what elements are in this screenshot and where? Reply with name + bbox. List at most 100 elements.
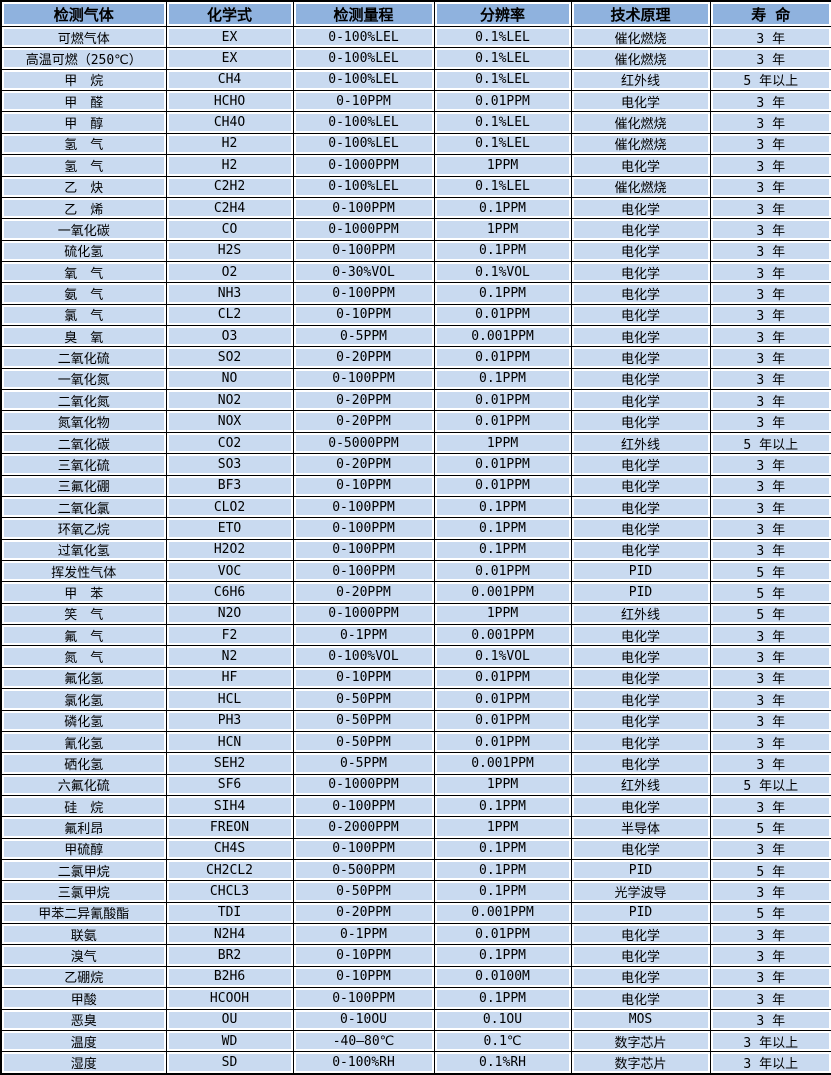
cell-formula: CO	[165, 218, 294, 241]
cell-principle: 数字芯片	[570, 1051, 711, 1075]
cell-principle: 电化学	[570, 495, 711, 519]
cell-range: 0-10PPM	[292, 944, 435, 967]
cell-gas: 磷化氢	[0, 709, 167, 732]
column-header-lifespan: 寿 命	[709, 0, 831, 27]
cell-gas: 二氧化氯	[0, 495, 167, 519]
cell-gas: 氮 气	[0, 645, 167, 668]
cell-principle: 电化学	[570, 239, 711, 262]
cell-principle: 电化学	[570, 90, 711, 113]
cell-lifespan: 3 年	[709, 517, 831, 540]
cell-principle: 电化学	[570, 624, 711, 647]
cell-principle: 电化学	[570, 367, 711, 391]
cell-range: 0-100%LEL	[292, 47, 435, 70]
cell-lifespan: 3 年	[709, 965, 831, 989]
cell-gas: 硫化氢	[0, 239, 167, 262]
column-header-formula: 化学式	[165, 0, 294, 27]
cell-principle: 电化学	[570, 260, 711, 284]
cell-lifespan: 3 年	[709, 666, 831, 690]
header-row: 检测气体 化学式 检测量程 分辨率 技术原理 寿 命	[0, 0, 831, 27]
table-row: 乙 烯 C2H4 0-100PPM 0.1PPM 电化学 3 年	[0, 196, 831, 220]
cell-lifespan: 3 年	[709, 154, 831, 177]
table-row: 湿度 SD 0-100%RH 0.1%RH 数字芯片 3 年以上	[0, 1051, 831, 1075]
cell-resolution: 0.1PPM	[433, 196, 572, 220]
table-row: 三氯甲烷 CHCL3 0-50PPM 0.1PPM 光学波导 3 年	[0, 880, 831, 903]
cell-principle: 电化学	[570, 389, 711, 412]
cell-lifespan: 5 年以上	[709, 68, 831, 92]
cell-principle: PID	[570, 581, 711, 604]
cell-lifespan: 3 年	[709, 1008, 831, 1031]
cell-formula: SF6	[165, 773, 294, 796]
cell-principle: 电化学	[570, 346, 711, 369]
table-row: 氟化氢 HF 0-10PPM 0.01PPM 电化学 3 年	[0, 666, 831, 690]
cell-formula: N2O	[165, 602, 294, 626]
cell-principle: 电化学	[570, 154, 711, 177]
cell-gas: 二氧化氮	[0, 389, 167, 412]
cell-formula: HCOOH	[165, 987, 294, 1010]
cell-formula: CHCL3	[165, 880, 294, 903]
cell-gas: 联氨	[0, 923, 167, 946]
cell-formula: VOC	[165, 559, 294, 583]
cell-lifespan: 5 年	[709, 559, 831, 583]
cell-range: 0-100PPM	[292, 538, 435, 561]
cell-formula: H2	[165, 132, 294, 156]
cell-principle: 半导体	[570, 816, 711, 839]
cell-formula: F2	[165, 624, 294, 647]
cell-range: 0-100PPM	[292, 794, 435, 818]
cell-formula: CLO2	[165, 495, 294, 519]
cell-resolution: 0.001PPM	[433, 624, 572, 647]
cell-principle: PID	[570, 901, 711, 925]
cell-range: 0-100PPM	[292, 239, 435, 262]
cell-resolution: 0.1PPM	[433, 837, 572, 861]
cell-resolution: 0.1PPM	[433, 517, 572, 540]
cell-formula: CL2	[165, 303, 294, 327]
cell-gas: 三氯甲烷	[0, 880, 167, 903]
cell-formula: O3	[165, 325, 294, 348]
table-row: 氮氧化物 NOX 0-20PPM 0.01PPM 电化学 3 年	[0, 410, 831, 433]
cell-range: 0-500PPM	[292, 859, 435, 882]
cell-formula: NH3	[165, 282, 294, 305]
cell-lifespan: 3 年	[709, 923, 831, 946]
cell-gas: 氟 气	[0, 624, 167, 647]
cell-principle: 电化学	[570, 987, 711, 1010]
table-row: 硫化氢 H2S 0-100PPM 0.1PPM 电化学 3 年	[0, 239, 831, 262]
cell-range: 0-10OU	[292, 1008, 435, 1031]
cell-principle: 电化学	[570, 517, 711, 540]
cell-gas: 氰化氢	[0, 730, 167, 754]
cell-range: 0-5PPM	[292, 752, 435, 775]
cell-gas: 三氟化硼	[0, 474, 167, 497]
cell-resolution: 1PPM	[433, 154, 572, 177]
cell-gas: 高温可燃（250℃）	[0, 47, 167, 70]
cell-range: 0-100%LEL	[292, 68, 435, 92]
cell-formula: CH2CL2	[165, 859, 294, 882]
cell-formula: HCN	[165, 730, 294, 754]
cell-gas: 二氧化硫	[0, 346, 167, 369]
cell-principle: 电化学	[570, 453, 711, 476]
table-row: 甲硫醇 CH4S 0-100PPM 0.1PPM 电化学 3 年	[0, 837, 831, 861]
cell-formula: EX	[165, 47, 294, 70]
cell-resolution: 0.1%LEL	[433, 175, 572, 198]
cell-range: 0-10PPM	[292, 303, 435, 327]
cell-range: 0-10PPM	[292, 965, 435, 989]
table-body: 可燃气体 EX 0-100%LEL 0.1%LEL 催化燃烧 3 年高温可燃（250℃） E…	[0, 25, 831, 1075]
table-row: 笑 气 N2O 0-1000PPM 1PPM 红外线 5 年	[0, 602, 831, 626]
cell-lifespan: 3 年	[709, 495, 831, 519]
cell-gas: 氧 气	[0, 260, 167, 284]
cell-resolution: 0.01PPM	[433, 923, 572, 946]
table-row: 三氧化硫 SO3 0-20PPM 0.01PPM 电化学 3 年	[0, 453, 831, 476]
cell-principle: 电化学	[570, 325, 711, 348]
table-row: 氨 气 NH3 0-100PPM 0.1PPM 电化学 3 年	[0, 282, 831, 305]
table-row: 二氧化碳 CO2 0-5000PPM 1PPM 红外线 5 年以上	[0, 431, 831, 455]
cell-principle: 电化学	[570, 794, 711, 818]
cell-resolution: 1PPM	[433, 816, 572, 839]
cell-lifespan: 3 年	[709, 837, 831, 861]
cell-range: 0-100PPM	[292, 517, 435, 540]
cell-resolution: 0.1%LEL	[433, 47, 572, 70]
cell-range: 0-5000PPM	[292, 431, 435, 455]
cell-principle: 催化燃烧	[570, 47, 711, 70]
cell-range: 0-50PPM	[292, 730, 435, 754]
cell-range: 0-50PPM	[292, 880, 435, 903]
table-row: 氮 气 N2 0-100%VOL 0.1%VOL 电化学 3 年	[0, 645, 831, 668]
cell-resolution: 0.1OU	[433, 1008, 572, 1031]
cell-formula: N2H4	[165, 923, 294, 946]
cell-resolution: 0.1%LEL	[433, 111, 572, 134]
